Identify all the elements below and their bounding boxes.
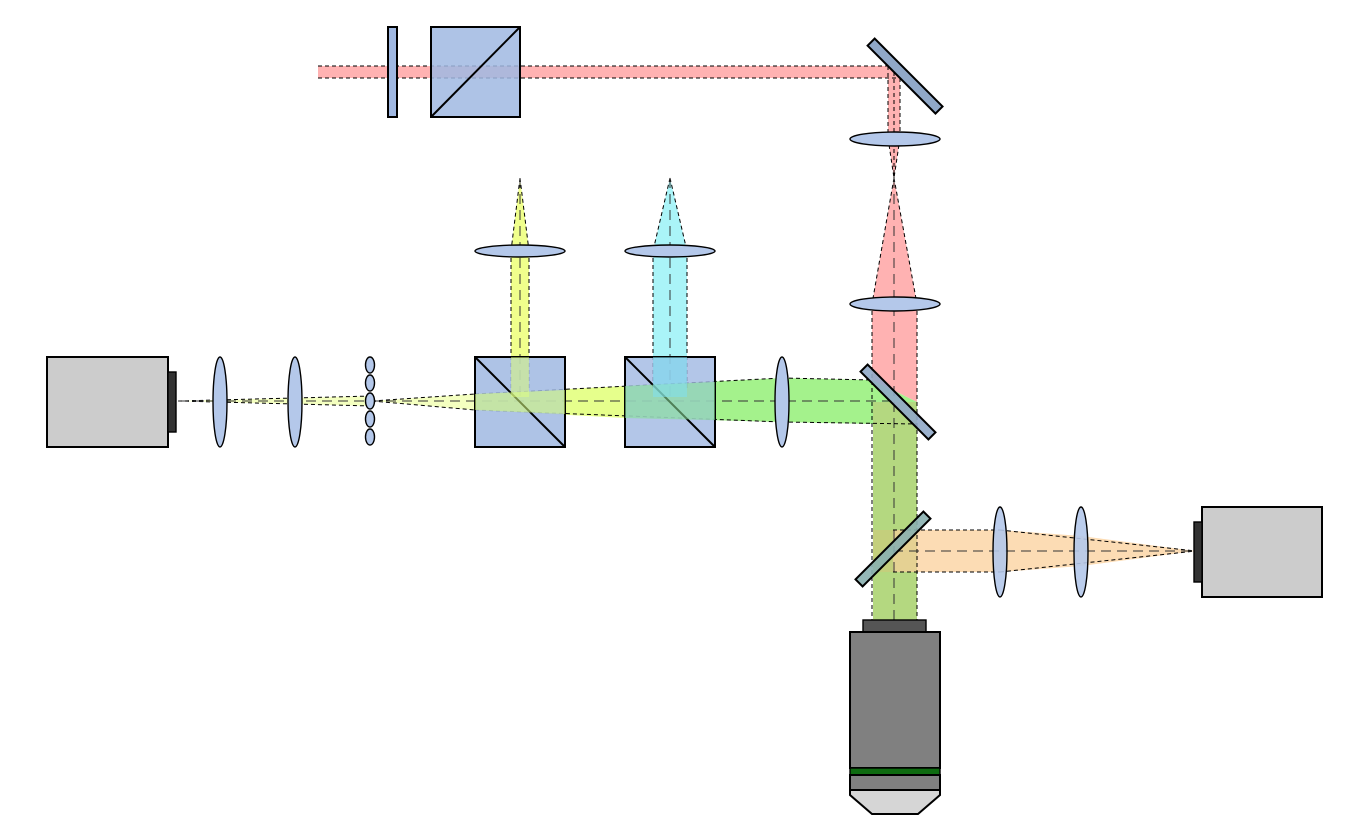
microlens-array: [364, 356, 376, 446]
yellow-overlay-cube: [511, 357, 529, 397]
camera-lens-right-1: [992, 506, 1008, 598]
relay-lens-top: [849, 131, 941, 147]
red-beam-top: [318, 66, 896, 78]
camera-body-left: [46, 356, 177, 448]
red-beam-down: [888, 72, 900, 138]
dichroic-mirror-middle: [859, 363, 937, 441]
microscope-objective: [849, 619, 941, 815]
camera-lens-left-2: [287, 356, 303, 448]
olive-beam-down: [873, 402, 917, 620]
camera-body-right: [1193, 506, 1323, 598]
polarizing-beam-splitter-top: [430, 26, 521, 118]
relay-lens-bottom: [849, 296, 941, 312]
waveplate: [387, 26, 398, 118]
green-path-lens: [774, 356, 790, 448]
tube-lens-yellow: [474, 244, 566, 258]
tube-lens-cyan: [624, 244, 716, 258]
dichroic-mirror-lower: [854, 510, 932, 588]
camera-lens-left-1: [212, 356, 228, 448]
beam-overlay-right-cube: [625, 382, 715, 420]
main-beam-lenslet: [372, 394, 475, 410]
red-beam-wide: [872, 304, 917, 402]
beam-overlay-left-cube: [475, 390, 565, 414]
fold-mirror-top: [866, 37, 944, 115]
cyan-overlay-cube: [653, 357, 687, 397]
red-beam-focus-out: [872, 178, 917, 304]
camera-lens-right-2: [1073, 506, 1089, 598]
